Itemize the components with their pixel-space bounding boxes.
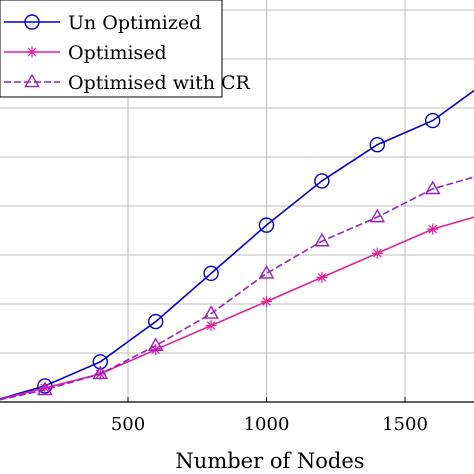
legend-label: Un Optimized bbox=[68, 12, 201, 34]
star-marker bbox=[26, 46, 38, 58]
series-line bbox=[0, 89, 474, 400]
x-axis-label: Number of Nodes bbox=[175, 449, 364, 473]
legend-label: Optimised bbox=[68, 42, 167, 64]
triangle-marker bbox=[424, 180, 441, 195]
x-axis: 500 1000 1500 bbox=[0, 397, 474, 435]
x-tick-label: 500 bbox=[111, 414, 145, 435]
star-marker bbox=[316, 271, 328, 283]
legend-label: Optimised with CR bbox=[68, 72, 251, 94]
series-triangle bbox=[0, 176, 474, 401]
circle-marker bbox=[425, 112, 441, 129]
triangle-marker bbox=[24, 73, 40, 88]
triangle-marker bbox=[37, 381, 53, 396]
triangle-marker bbox=[258, 264, 275, 279]
series-star bbox=[0, 216, 474, 401]
legend-item: Optimised with CR bbox=[4, 72, 251, 94]
legend-item: Un Optimized bbox=[4, 12, 201, 34]
series-line bbox=[0, 176, 474, 401]
triangle-marker bbox=[147, 337, 164, 351]
series-line bbox=[0, 216, 474, 401]
x-tick-label: 1000 bbox=[244, 414, 290, 435]
circle-marker bbox=[24, 14, 40, 30]
star-marker bbox=[371, 247, 383, 259]
star-marker bbox=[260, 295, 273, 308]
x-tick-label: 1500 bbox=[382, 414, 428, 435]
triangle-marker bbox=[314, 232, 330, 247]
star-marker bbox=[427, 223, 439, 235]
circle-marker bbox=[258, 217, 275, 233]
legend: Un Optimized Optimised Optimised with CR bbox=[0, 0, 251, 98]
circle-marker bbox=[147, 313, 164, 330]
legend-item: Optimised bbox=[4, 42, 167, 64]
triangle-marker bbox=[92, 365, 109, 380]
circle-marker bbox=[369, 137, 385, 153]
series-group bbox=[0, 89, 474, 401]
triangle-marker bbox=[369, 208, 386, 223]
circle-marker bbox=[203, 265, 219, 282]
circle-marker bbox=[314, 173, 330, 189]
triangle-marker bbox=[203, 305, 219, 319]
star-marker bbox=[205, 320, 217, 332]
